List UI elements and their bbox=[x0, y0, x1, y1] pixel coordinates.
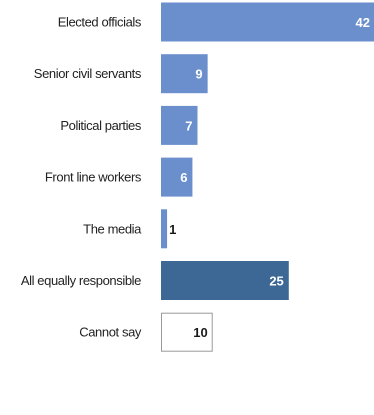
bar-political-parties bbox=[161, 105, 198, 145]
category-label-political-parties: Political parties bbox=[60, 118, 142, 133]
category-label-senior-civil-servants: Senior civil servants bbox=[34, 66, 142, 81]
bar-senior-civil-servants bbox=[161, 54, 208, 94]
category-label-cannot-say: Cannot say bbox=[79, 325, 142, 340]
value-label-senior-civil-servants: 9 bbox=[195, 67, 202, 82]
bar-the-media bbox=[161, 209, 168, 249]
bar-all-equally-responsible bbox=[161, 261, 289, 300]
value-labels: 42 9 7 6 1 25 10 bbox=[169, 15, 370, 340]
value-label-all-equally-responsible: 25 bbox=[269, 274, 283, 289]
value-label-political-parties: 7 bbox=[185, 118, 192, 133]
category-label-front-line-workers: Front line workers bbox=[45, 170, 142, 185]
value-label-elected-officials: 42 bbox=[356, 15, 370, 30]
category-labels: Elected officials Senior civil servants Po… bbox=[21, 15, 143, 340]
value-label-the-media: 1 bbox=[169, 222, 176, 237]
bar-cannot-say bbox=[161, 312, 213, 352]
category-label-all-equally-responsible: All equally responsible bbox=[21, 273, 141, 288]
value-label-front-line-workers: 6 bbox=[180, 170, 187, 185]
value-label-cannot-say: 10 bbox=[193, 325, 207, 340]
category-label-elected-officials: Elected officials bbox=[58, 15, 142, 30]
bar-front-line-workers bbox=[161, 157, 193, 197]
bar-elected-officials bbox=[161, 2, 374, 42]
category-label-the-media: The media bbox=[83, 221, 142, 236]
bars bbox=[161, 2, 374, 352]
